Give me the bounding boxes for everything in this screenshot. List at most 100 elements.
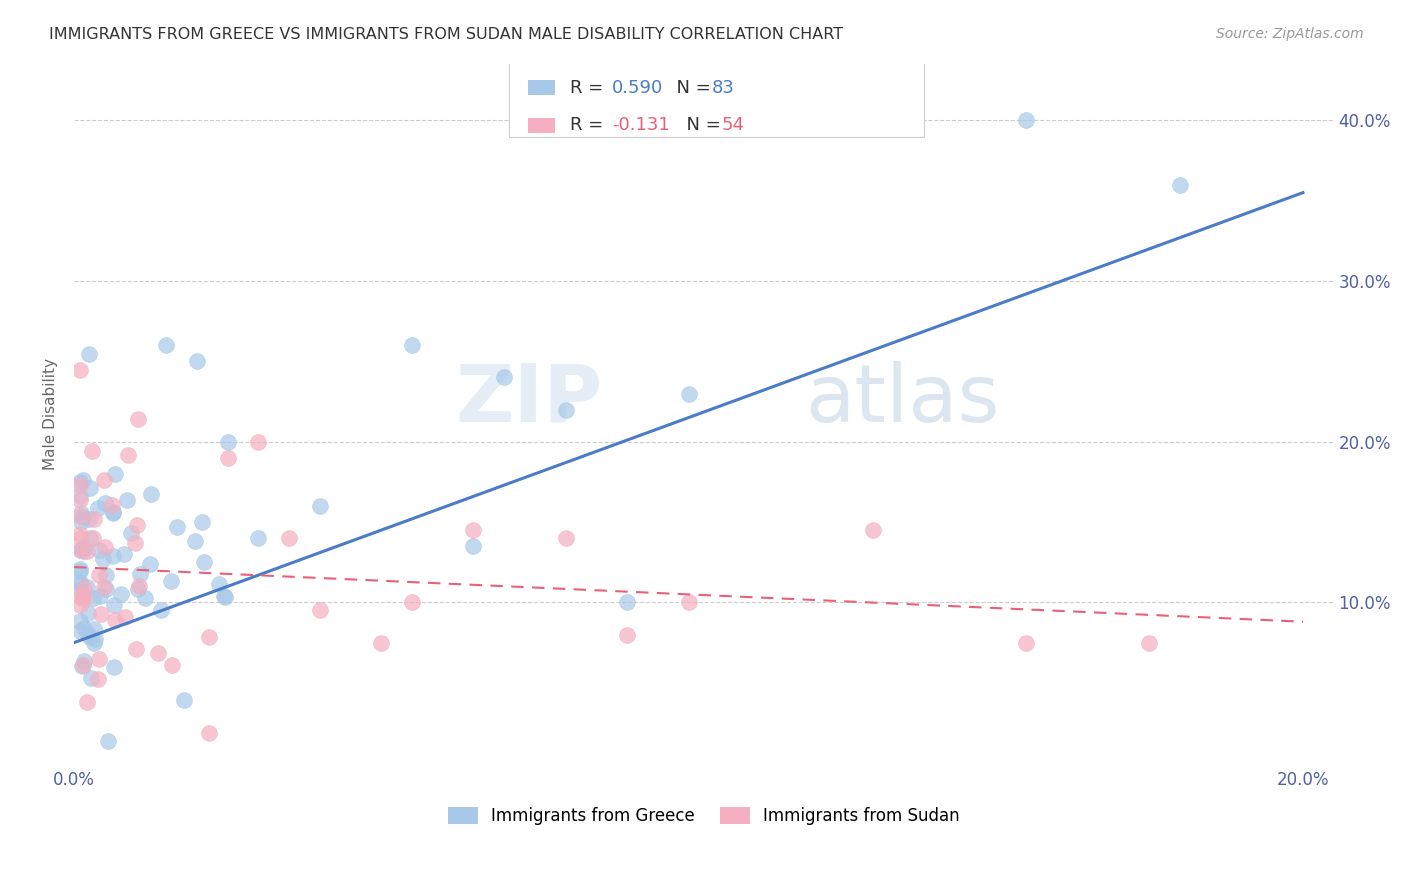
Point [120, 525, 142, 540]
Point [463, 523, 485, 537]
Point [554, 402, 576, 417]
Point [87, 543, 110, 558]
Point [69, 562, 91, 576]
Point [72, 591, 94, 606]
Point [149, 603, 172, 617]
Point [117, 448, 139, 462]
Point [554, 531, 576, 545]
Point [186, 354, 208, 368]
Point [69, 526, 91, 541]
Point [184, 534, 207, 549]
Point [1015, 113, 1038, 128]
Text: R =: R = [571, 78, 609, 96]
Point [678, 595, 700, 609]
Point [198, 726, 221, 740]
Point [83, 623, 105, 637]
Point [166, 520, 188, 534]
Point [278, 531, 301, 545]
Point [217, 450, 239, 465]
Point [214, 590, 236, 604]
Legend: Immigrants from Greece, Immigrants from Sudan: Immigrants from Greece, Immigrants from … [449, 806, 960, 825]
Text: Source: ZipAtlas.com: Source: ZipAtlas.com [1216, 27, 1364, 41]
Point [69, 624, 91, 638]
Point [76, 627, 98, 641]
Point [80, 443, 103, 458]
Point [127, 582, 149, 596]
Text: N =: N = [675, 116, 727, 135]
Point [69, 541, 91, 556]
Point [247, 531, 270, 545]
Point [82, 591, 104, 606]
Point [124, 536, 146, 550]
Text: 0.590: 0.590 [612, 78, 664, 96]
Point [76, 695, 98, 709]
Text: R =: R = [571, 116, 609, 135]
Y-axis label: Male Disability: Male Disability [44, 358, 58, 469]
Point [494, 370, 516, 384]
Point [93, 552, 115, 566]
Point [69, 363, 91, 377]
Point [89, 652, 111, 666]
Point [616, 595, 638, 609]
Point [193, 555, 215, 569]
Point [1137, 635, 1160, 649]
Point [94, 582, 117, 596]
Point [217, 434, 239, 449]
Point [79, 630, 101, 644]
Point [70, 515, 93, 529]
Text: 83: 83 [711, 78, 734, 96]
Point [862, 523, 884, 537]
Point [69, 576, 91, 591]
Point [247, 434, 270, 449]
Point [77, 606, 100, 620]
Point [69, 478, 91, 492]
Point [72, 544, 94, 558]
Point [128, 579, 150, 593]
Point [93, 473, 115, 487]
Point [463, 539, 485, 553]
Point [114, 609, 136, 624]
Point [72, 590, 94, 604]
Point [112, 547, 135, 561]
Text: 54: 54 [721, 116, 745, 135]
Point [125, 641, 148, 656]
Point [101, 505, 124, 519]
Point [1015, 635, 1038, 649]
Point [94, 540, 117, 554]
Point [134, 591, 156, 605]
Text: IMMIGRANTS FROM GREECE VS IMMIGRANTS FROM SUDAN MALE DISABILITY CORRELATION CHAR: IMMIGRANTS FROM GREECE VS IMMIGRANTS FRO… [49, 27, 844, 42]
Point [129, 567, 152, 582]
Point [370, 635, 392, 649]
Point [77, 346, 100, 360]
Point [115, 492, 138, 507]
Point [69, 565, 91, 579]
Point [73, 655, 96, 669]
Point [616, 627, 638, 641]
Text: ZIP: ZIP [456, 360, 603, 439]
Point [103, 660, 125, 674]
Point [69, 489, 91, 503]
Point [127, 411, 149, 425]
FancyBboxPatch shape [527, 80, 555, 95]
Text: -0.131: -0.131 [612, 116, 669, 135]
Point [103, 506, 125, 520]
Point [76, 580, 98, 594]
Point [678, 386, 700, 401]
Point [308, 603, 330, 617]
Point [93, 580, 115, 594]
Point [97, 734, 120, 748]
Point [72, 658, 94, 673]
Point [73, 581, 96, 595]
Point [208, 577, 231, 591]
Point [72, 509, 94, 524]
Text: atlas: atlas [804, 360, 1000, 439]
Point [94, 568, 117, 582]
Point [94, 496, 117, 510]
Point [70, 506, 93, 520]
Point [103, 598, 125, 612]
Point [87, 567, 110, 582]
Text: N =: N = [665, 78, 716, 96]
Point [73, 621, 96, 635]
Point [79, 531, 101, 545]
Point [90, 607, 112, 622]
